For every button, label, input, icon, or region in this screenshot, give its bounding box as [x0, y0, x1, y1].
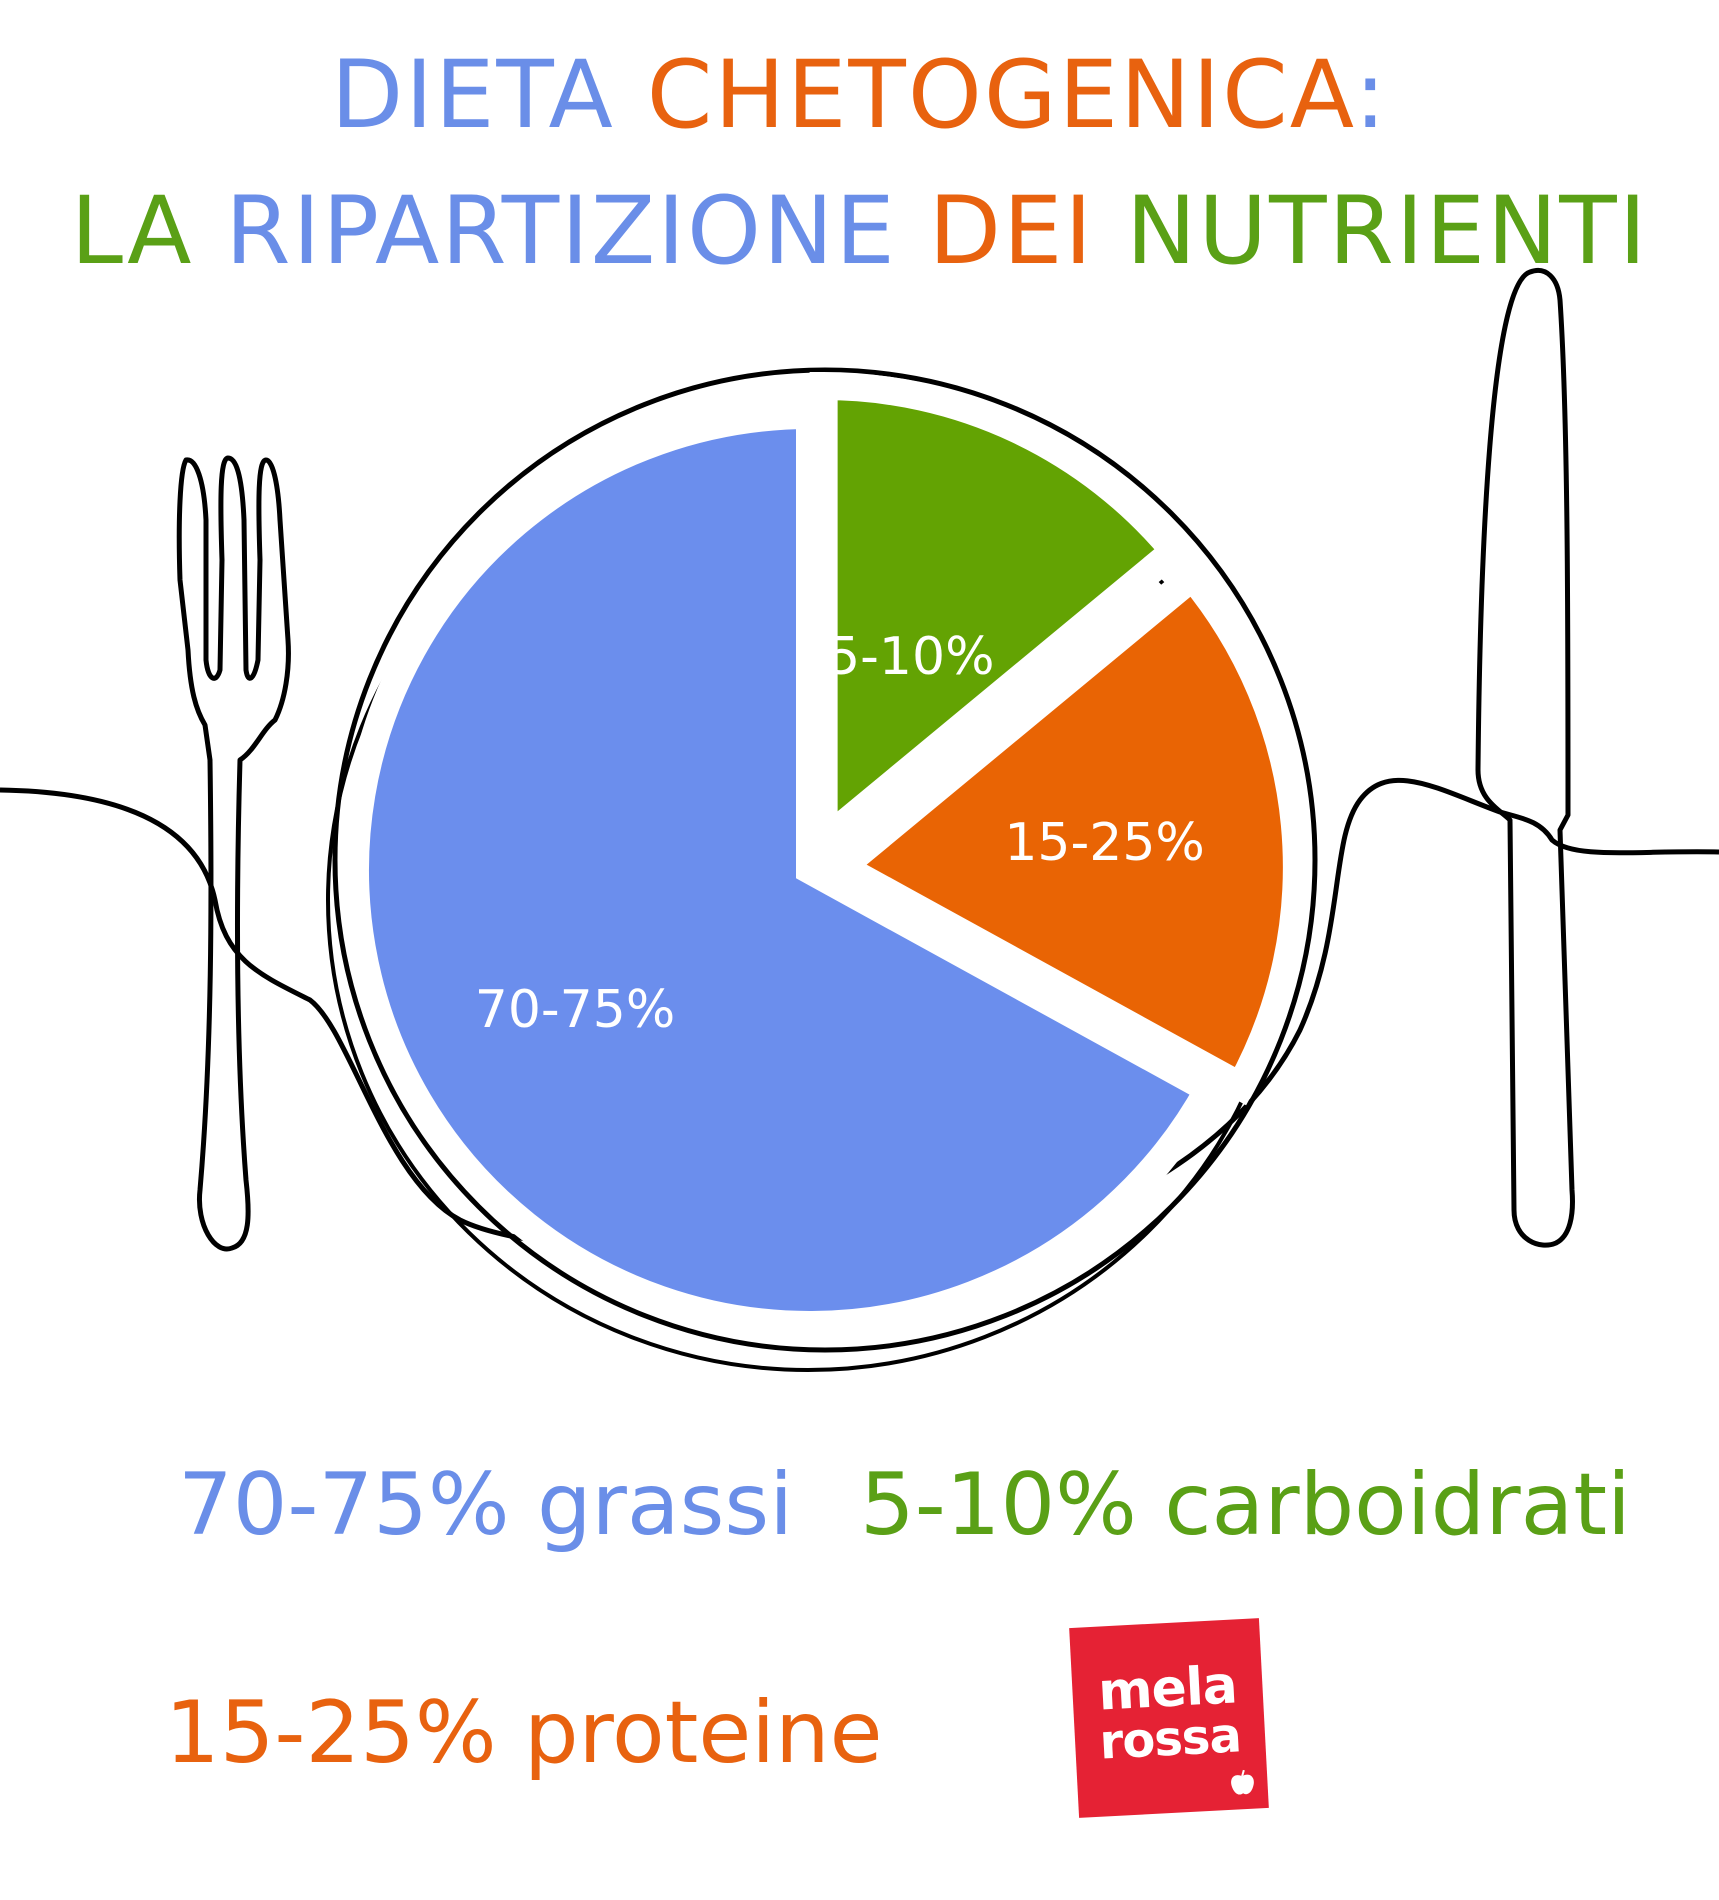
title-word-dieta: DIETA	[330, 41, 647, 150]
pie-label-grassi: 70-75%	[475, 980, 676, 1040]
title-word-dei: DEI	[928, 177, 1126, 286]
pie-label-proteine: 15-25%	[1004, 813, 1205, 873]
legend-proteine: 15-25% proteine	[165, 1683, 883, 1783]
knife-icon	[1475, 268, 1575, 1248]
title-line-1: DIETA CHETOGENICA:	[0, 28, 1719, 164]
plate-outer-rim	[332, 367, 1318, 1353]
pie-label-carboidrati: 5-10%	[827, 627, 994, 687]
apple-icon	[1231, 1769, 1254, 1795]
fork-icon	[176, 455, 291, 1252]
title-word-chetogenica: CHETOGENICA	[646, 41, 1355, 150]
chart-title: DIETA CHETOGENICA: LA RIPARTIZIONE DEI N…	[0, 28, 1719, 300]
title-word-ripartizione: RIPARTIZIONE	[225, 177, 929, 286]
pie-slice-carboidrati	[809, 372, 1194, 871]
legend-carboidrati: 5-10% carboidrati	[860, 1455, 1631, 1555]
title-colon: :	[1354, 41, 1389, 150]
legend-grassi: 70-75% grassi	[178, 1455, 794, 1555]
melarossa-logo: mela rossa	[1069, 1618, 1269, 1818]
pie-slice-grassi	[341, 400, 1228, 1339]
logo-rossa: rossa	[1098, 1707, 1243, 1771]
title-word-nutrienti: NUTRIENTI	[1126, 177, 1649, 286]
pie-slice-proteine	[817, 557, 1311, 1106]
title-line-2: LA RIPARTIZIONE DEI NUTRIENTI	[0, 164, 1719, 300]
title-word-la: LA	[70, 177, 226, 286]
